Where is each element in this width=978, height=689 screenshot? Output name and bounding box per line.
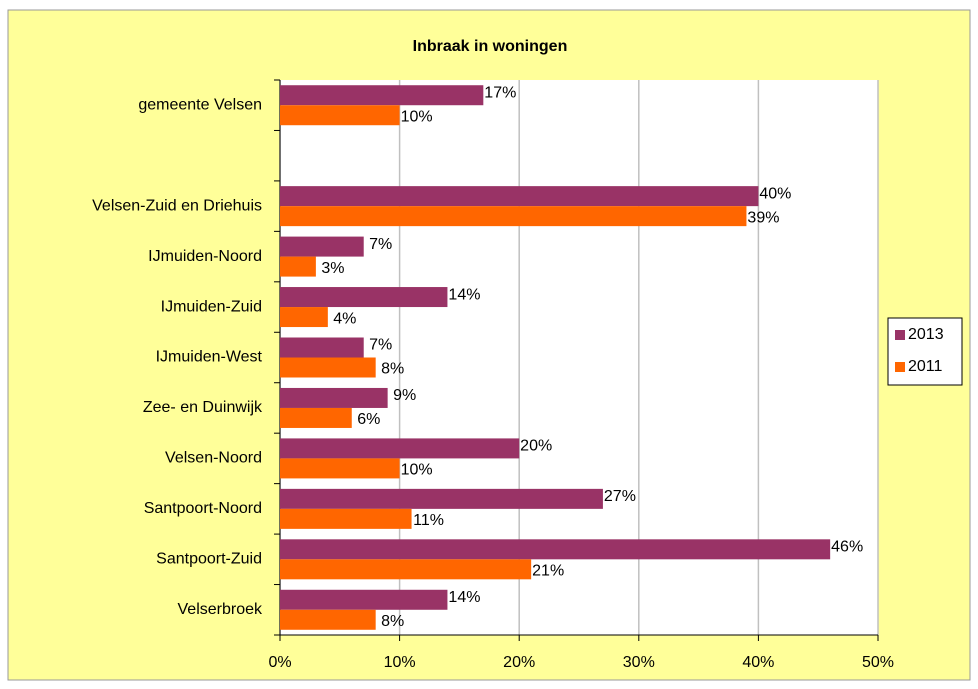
y-tick-label: Velserbroek — [178, 601, 263, 618]
x-tick-label: 20% — [503, 654, 535, 671]
bar — [280, 458, 400, 479]
bar — [280, 206, 747, 227]
bar — [280, 488, 603, 509]
bar — [280, 337, 364, 358]
bar — [280, 236, 364, 257]
bar — [280, 387, 388, 408]
bar — [280, 508, 412, 529]
y-tick-label: IJmuiden-West — [156, 349, 263, 366]
bar — [280, 407, 352, 428]
legend-swatch — [895, 362, 905, 372]
data-label: 6% — [357, 411, 380, 428]
data-label: 40% — [759, 185, 791, 202]
bar — [280, 307, 328, 328]
bar — [280, 589, 448, 610]
legend-label: 2011 — [908, 358, 943, 375]
data-label: 7% — [369, 236, 392, 253]
y-tick-label: IJmuiden-Noord — [148, 248, 262, 265]
bar — [280, 609, 376, 630]
bar — [280, 438, 520, 459]
data-label: 20% — [520, 438, 552, 455]
bar — [280, 559, 532, 580]
y-tick-label: Velsen-Zuid en Driehuis — [92, 197, 262, 214]
data-label: 27% — [604, 488, 636, 505]
x-tick-label: 10% — [384, 654, 416, 671]
bar — [280, 85, 484, 106]
bar — [280, 539, 831, 560]
legend-label: 2013 — [908, 326, 944, 343]
y-tick-label: Santpoort-Zuid — [156, 551, 262, 568]
data-label: 3% — [321, 260, 344, 277]
legend-swatch — [895, 330, 905, 340]
bar — [280, 287, 448, 308]
legend-box — [887, 317, 963, 386]
data-label: 10% — [401, 108, 433, 125]
data-label: 39% — [747, 209, 779, 226]
x-tick-label: 50% — [862, 654, 894, 671]
y-tick-label: Zee- en Duinwijk — [143, 399, 263, 416]
data-label: 8% — [381, 361, 404, 378]
data-label: 14% — [448, 286, 480, 303]
y-tick-label: Santpoort-Noord — [144, 500, 262, 517]
data-label: 10% — [401, 462, 433, 479]
x-tick-label: 30% — [623, 654, 655, 671]
chart-title: Inbraak in woningen — [413, 38, 568, 55]
data-label: 7% — [369, 337, 392, 354]
data-label: 4% — [333, 310, 356, 327]
data-label: 9% — [393, 387, 416, 404]
data-label: 8% — [381, 613, 404, 630]
x-tick-label: 40% — [742, 654, 774, 671]
data-label: 21% — [532, 563, 564, 580]
data-label: 14% — [448, 589, 480, 606]
data-label: 46% — [831, 539, 863, 556]
x-tick-label: 0% — [268, 654, 291, 671]
y-tick-label: IJmuiden-Zuid — [161, 298, 262, 315]
bar — [280, 105, 400, 126]
y-tick-label: gemeente Velsen — [138, 96, 262, 113]
bar — [280, 357, 376, 378]
data-label: 17% — [484, 84, 516, 101]
bar — [280, 256, 316, 277]
bar — [280, 186, 759, 207]
data-label: 11% — [413, 512, 444, 529]
y-tick-label: Velsen-Noord — [165, 450, 262, 467]
